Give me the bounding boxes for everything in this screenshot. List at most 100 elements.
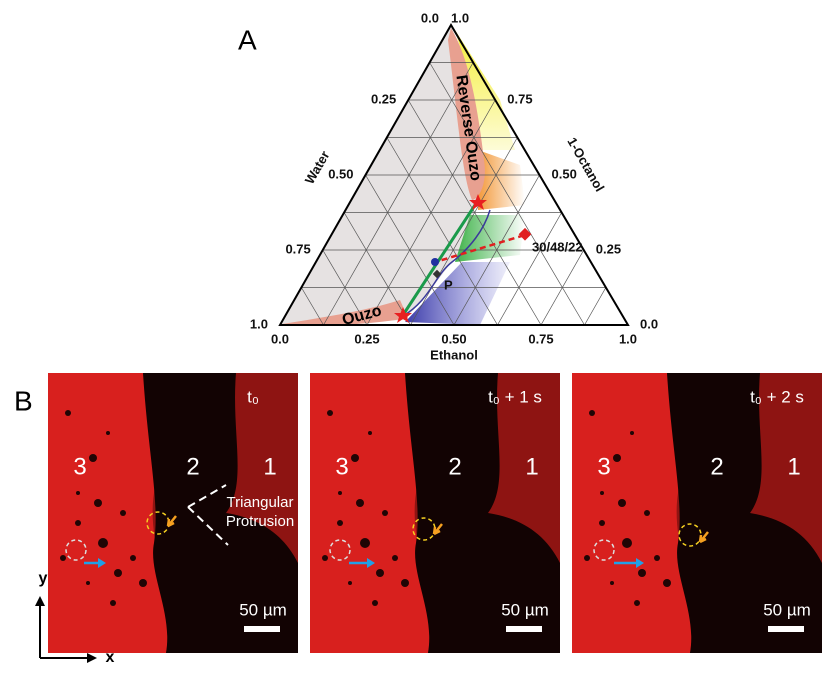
droplet: [337, 520, 343, 526]
star: [469, 194, 487, 210]
axis-title: Ethanol: [430, 347, 478, 362]
arrowhead: [87, 653, 97, 663]
annotation: P: [444, 277, 453, 292]
scale-label: 50 µm: [239, 600, 287, 619]
droplet: [89, 454, 97, 462]
time-label: t₀ + 1 s: [488, 387, 542, 406]
zone-label: 2: [710, 453, 723, 480]
droplet: [376, 569, 384, 577]
droplet: [663, 579, 671, 587]
droplet: [613, 454, 621, 462]
blue-point: [431, 258, 439, 266]
scale-bar: [244, 626, 280, 632]
left-tick-label: 0.50: [328, 166, 353, 181]
droplet: [638, 569, 646, 577]
droplet: [110, 600, 116, 606]
droplet: [618, 499, 626, 507]
grid-line: [429, 62, 585, 326]
dark-region: [405, 373, 560, 653]
arrowhead: [35, 596, 45, 606]
ouzo-band: [282, 300, 408, 326]
droplet: [401, 579, 409, 587]
orange-arrow: [698, 531, 709, 544]
orange-arrow: [432, 523, 443, 536]
microscopy-frame: t₀ + 2 s 3 2 1 50 µm: [572, 373, 822, 653]
right-tick-label: 0.75: [507, 91, 532, 106]
bottom-tick-label: 0.25: [354, 331, 379, 346]
zone-label: 3: [597, 453, 610, 480]
grid-line: [584, 287, 607, 326]
time-label: t₀: [247, 387, 259, 406]
grid-line: [323, 62, 474, 326]
droplet: [338, 491, 342, 495]
grid-line: [497, 212, 562, 326]
grid-line: [301, 287, 324, 326]
droplet: [75, 520, 81, 526]
zone-label: 1: [525, 453, 538, 480]
protrusion-label: Protrusion: [226, 513, 294, 530]
axis-title: 1-Octanol: [564, 135, 607, 194]
droplet: [94, 499, 102, 507]
droplet: [98, 538, 108, 548]
yellow-region: [455, 30, 515, 150]
blue-arrowhead: [636, 558, 644, 568]
grid-line: [410, 137, 518, 326]
left-tick-label: 0.25: [371, 91, 396, 106]
right-tick-label: 1.0: [451, 10, 469, 25]
axis-label: y: [39, 570, 48, 587]
star: [394, 307, 412, 323]
droplet: [634, 600, 640, 606]
coordinate-axes: y x: [35, 570, 115, 666]
bottom-tick-label: 1.0: [619, 331, 637, 346]
droplet: [382, 510, 388, 516]
blue-arrowhead: [367, 558, 375, 568]
point-p-marker: [432, 269, 442, 279]
scale-bar: [768, 626, 804, 632]
blue-arrowhead: [98, 558, 106, 568]
microscopy-frame: t₀ 3 2 1 50 µm Triangular Protrusion: [48, 373, 298, 653]
bottom-tick-label: 0.50: [441, 331, 466, 346]
droplet: [130, 555, 136, 561]
triangle-frame: [278, 23, 630, 326]
bottom-tick-label: 0.75: [528, 331, 553, 346]
dark-region: [143, 373, 298, 653]
time-label: t₀ + 2 s: [750, 387, 804, 406]
droplet: [392, 555, 398, 561]
protrusion-label: Triangular: [227, 494, 294, 511]
ternary-diagram: A Water 1-Octanol Ethanol Reverse Ouzo O…: [238, 10, 658, 362]
droplet: [351, 454, 359, 462]
grid-line: [386, 137, 498, 326]
droplet: [589, 410, 595, 416]
droplet: [322, 555, 328, 561]
right-tick-label: 0.25: [596, 241, 621, 256]
scale-label: 50 µm: [501, 600, 549, 619]
left-tick-label: 0.75: [285, 241, 310, 256]
dilution-line: [431, 233, 526, 265]
orange-arrow: [166, 515, 177, 528]
droplet: [120, 510, 126, 516]
zone-label: 3: [73, 453, 86, 480]
droplet: [600, 491, 604, 495]
droplet: [139, 579, 147, 587]
droplet: [348, 581, 352, 585]
droplet: [622, 538, 632, 548]
tracked-droplet: [65, 539, 87, 561]
droplet: [86, 581, 90, 585]
tracked-droplet: [593, 539, 615, 561]
panel-label: B: [14, 385, 33, 416]
protrusion-marker: [187, 484, 229, 546]
blue-region: [405, 262, 510, 325]
droplet: [114, 569, 122, 577]
droplet: [644, 510, 650, 516]
left-tick-label: 1.0: [250, 316, 268, 331]
droplet: [368, 431, 372, 435]
droplet: [106, 431, 110, 435]
right-tick-label: 0.50: [552, 166, 577, 181]
bottom-tick-label: 0.0: [271, 331, 289, 346]
droplet: [76, 491, 80, 495]
annotation: 30/48/22: [532, 239, 583, 254]
zone-label: 1: [787, 453, 800, 480]
zone-label: 1: [263, 453, 276, 480]
dark-region: [667, 373, 822, 653]
